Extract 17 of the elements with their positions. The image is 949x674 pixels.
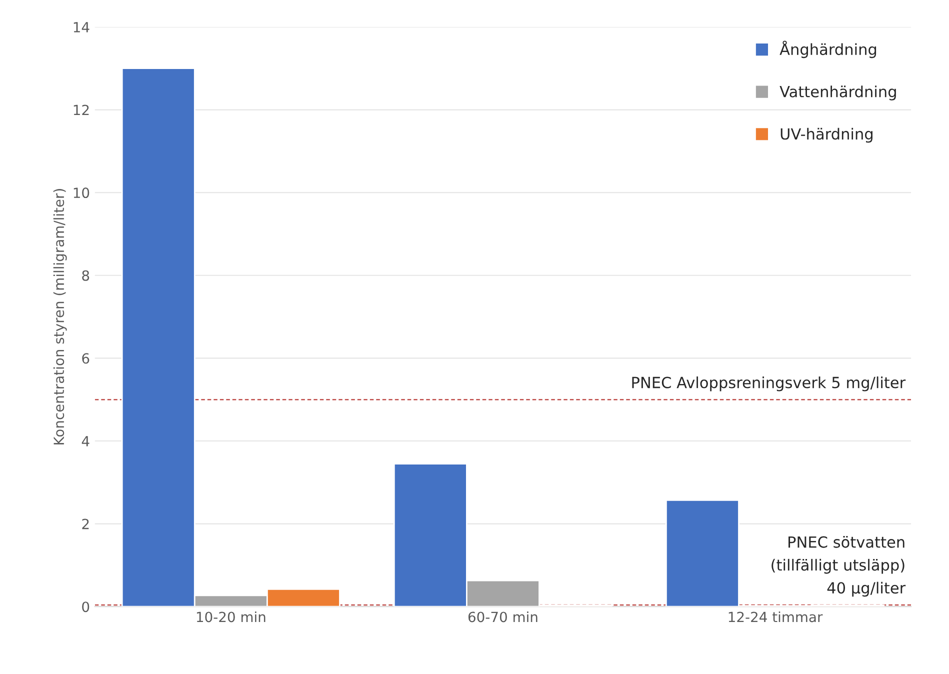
- y-tick-label: 2: [82, 518, 89, 530]
- legend-label: Vattenhärdning: [780, 86, 896, 100]
- ref-line-label: PNEC Avloppsreningsverk 5 mg/liter: [632, 376, 906, 392]
- x-tick-label: 60-70 min: [468, 611, 538, 622]
- y-axis-title: Koncentration styren (milligram/liter): [53, 189, 67, 444]
- y-tick-label: 12: [74, 104, 89, 116]
- y-tick-label: 14: [74, 22, 90, 32]
- y-tick-label: 4: [82, 436, 90, 446]
- x-tick-label: 12-24 timmar: [728, 611, 823, 622]
- legend-label: UV-härdning: [780, 128, 872, 143]
- y-tick-label: 8: [82, 270, 90, 281]
- y-tick-label: 0: [82, 602, 90, 612]
- ref-line-label: PNEC sötvatten (tillfälligt utsläpp) 40 µg/liter: [772, 536, 906, 597]
- x-tick-label: 10-20 min: [196, 611, 266, 622]
- y-tick-label: 6: [82, 353, 90, 364]
- y-tick-label: 10: [74, 188, 90, 198]
- legend-label: Ånghärdning: [780, 40, 876, 58]
